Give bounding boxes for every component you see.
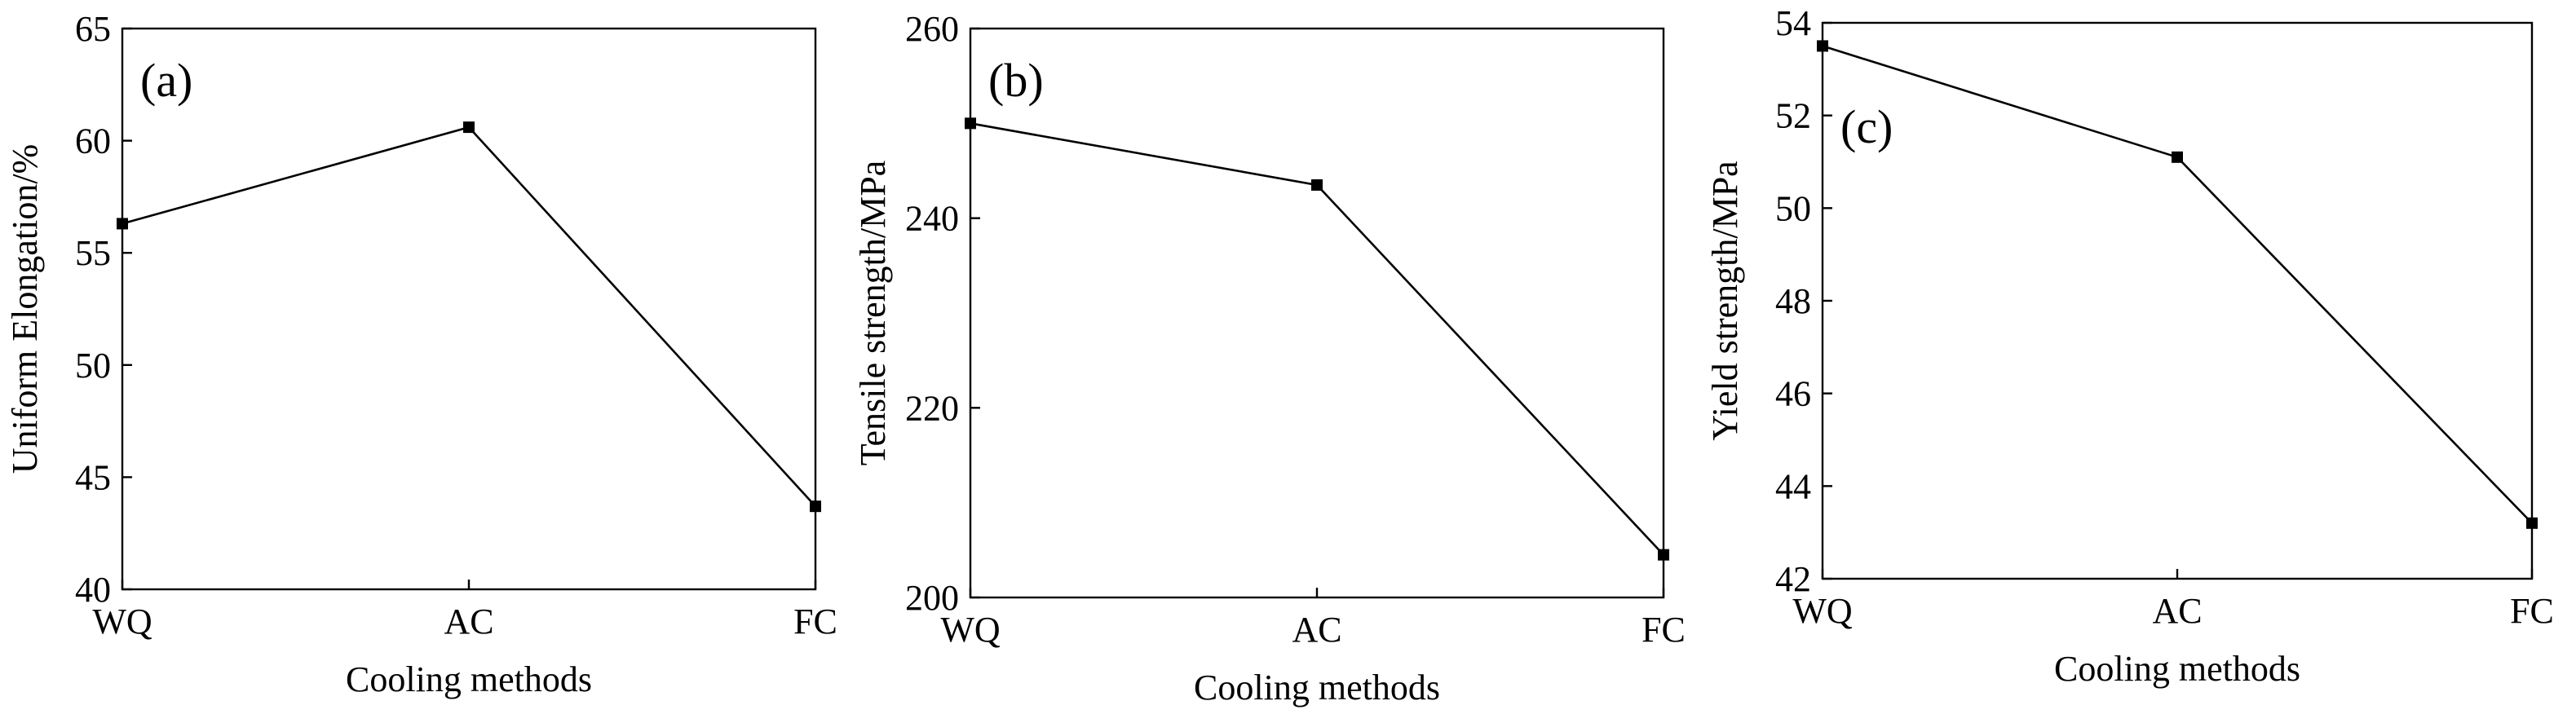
panel-2: 200 220 240 260 WQ AC FC Cooling methods Tensile… [853,9,1686,708]
y-tick-label: 220 [905,388,959,428]
data-point-ac [2172,151,2183,163]
y-tick-label: 40 [75,570,111,610]
y-tick-label: 55 [75,233,111,273]
y-tick-label: 240 [905,199,959,239]
x-tick-label: WQ [940,610,1001,650]
y-tick-label: 200 [905,578,959,618]
x-tick-label: FC [2510,591,2554,631]
x-tick-label: FC [1641,610,1686,650]
x-tick-label: AC [1292,610,1341,650]
y-tick-label: 45 [75,457,111,497]
plot-frame [969,27,1665,599]
y-axis-label: Uniform Elongation/% [5,144,45,474]
x-tick-label: AC [444,602,493,641]
data-point-fc [1658,549,1669,561]
y-tick-label: 54 [1775,3,1811,43]
y-axis-label: Tensile strength/MPa [853,161,893,466]
data-point-ac [463,121,475,134]
panel-3: 42 44 46 48 50 52 54 WQ AC FC Cooling methods Yield… [1705,3,2554,689]
y-tick-label: 42 [1775,559,1811,599]
y-tick-label: 44 [1775,466,1811,506]
y-tick-label: 260 [905,9,959,49]
panel-label: (c) [1840,100,1893,153]
data-point-wq [117,218,128,230]
x-tick-label: AC [2152,591,2202,631]
y-tick-label: 52 [1775,96,1811,136]
series-line [1822,45,2533,524]
plot-frame [1821,21,2534,580]
data-point-fc [810,500,821,513]
x-tick-label: WQ [92,602,152,641]
data-point-wq [965,117,976,130]
data-point-fc [2526,517,2538,529]
x-axis-label: Cooling methods [346,659,592,699]
data-point-ac [1311,179,1323,191]
series-line [122,126,816,508]
y-tick-label: 46 [1775,374,1811,414]
plot-frame [121,27,817,591]
data-point-wq [1817,40,1828,52]
y-tick-label: 50 [75,346,111,386]
y-tick-label: 65 [75,9,111,49]
y-tick-label: 60 [75,121,111,161]
y-axis-label: Yield strength/MPa [1705,161,1745,440]
x-tick-label: FC [793,602,837,641]
x-tick-label: WQ [1792,591,1853,631]
panel-1: 40 45 50 55 60 65 WQ AC FC Cooling methods Uniform… [5,9,837,699]
panel-label: (b) [988,54,1044,107]
x-axis-label: Cooling methods [2054,649,2300,689]
x-axis-label: Cooling methods [1194,668,1440,708]
y-tick-label: 50 [1775,188,1811,228]
y-tick-label: 48 [1775,281,1811,321]
panel-label: (a) [140,54,192,107]
